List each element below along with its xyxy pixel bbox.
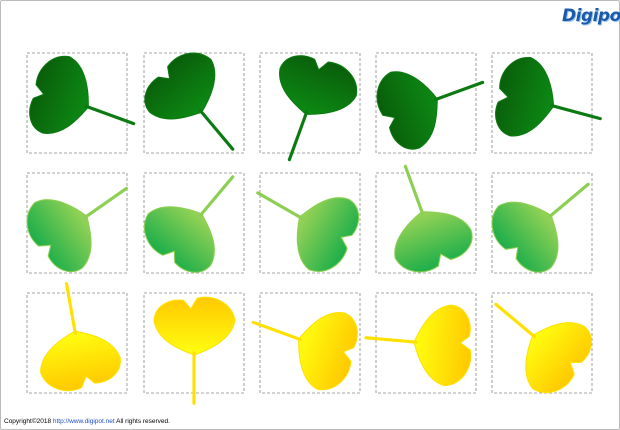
leaf-frame	[26, 52, 128, 154]
leaf-frame	[259, 52, 361, 154]
footer-suffix: All rights reserved.	[116, 418, 170, 425]
ginkgo-leaf	[237, 283, 369, 399]
leaf-frame	[375, 52, 477, 154]
ginkgo-leaf	[367, 42, 498, 158]
logo: Digipot	[562, 6, 620, 26]
ginkgo-leaf	[132, 40, 266, 177]
ginkgo-leaf	[250, 44, 366, 176]
ginkgo-leaf	[235, 156, 372, 283]
footer-prefix: Copyright©2018	[4, 418, 52, 425]
ginkgo-leaf	[365, 151, 481, 282]
leaf-frame	[491, 52, 593, 154]
ginkgo-leaf	[479, 151, 616, 285]
leaf-frame	[375, 172, 477, 274]
leaf-frame	[259, 172, 361, 274]
ginkgo-leaf	[18, 47, 150, 163]
leaf-frame	[259, 292, 361, 394]
leaf-frame	[375, 292, 477, 394]
ginkgo-leaf	[152, 295, 237, 405]
footer-link[interactable]: http://www.digipot.net	[52, 418, 115, 425]
leaf-frame	[143, 172, 245, 274]
footer: Copyright©2018 http://www.digipot.net Al…	[4, 418, 170, 425]
leaf-frame	[26, 292, 128, 394]
ginkgo-leaf	[24, 275, 126, 397]
ginkgo-leaf	[14, 153, 151, 284]
ginkgo-leaf	[360, 296, 477, 390]
leaf-frame	[491, 292, 593, 394]
